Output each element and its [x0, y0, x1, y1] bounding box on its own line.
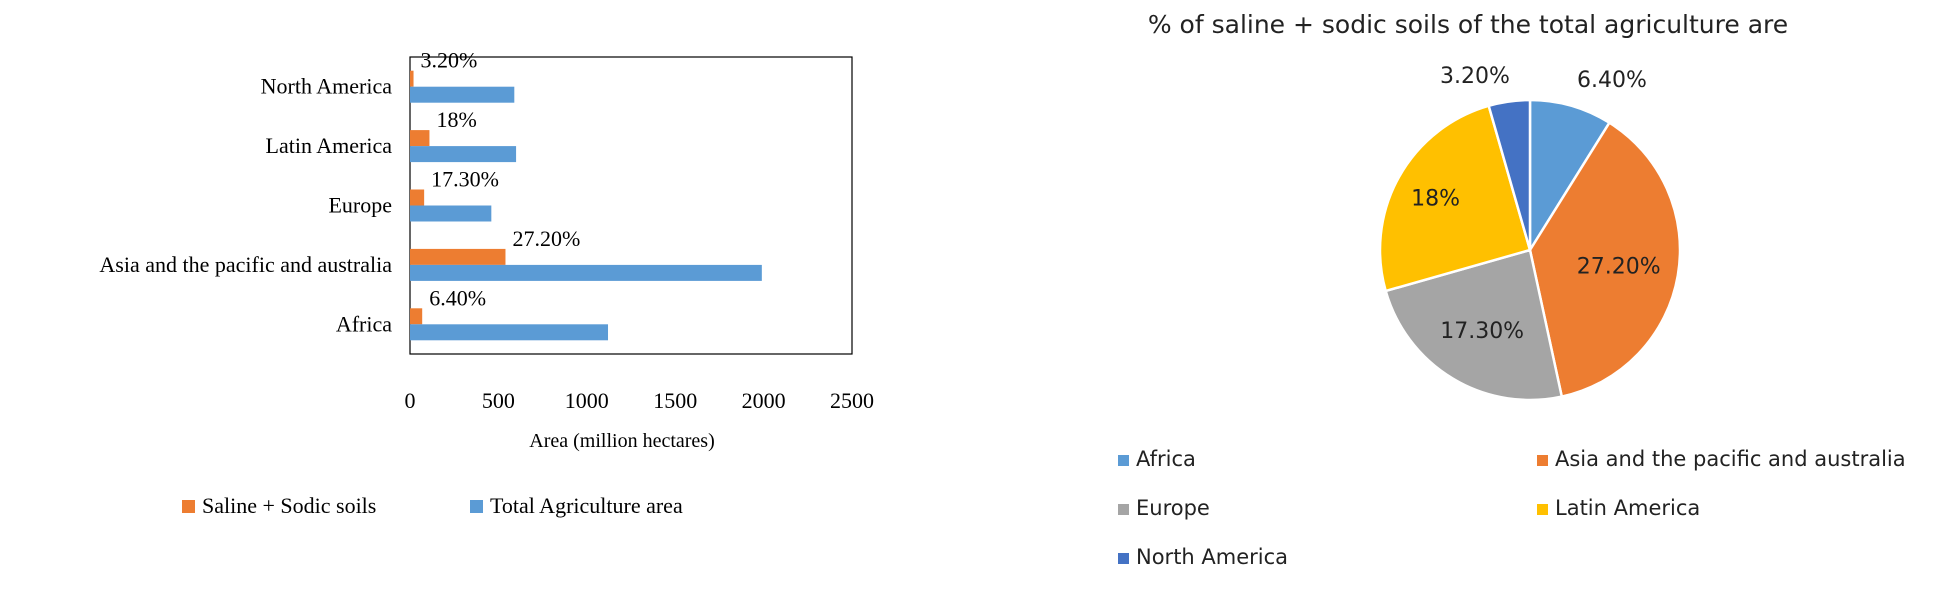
legend-label-total-agriculture-area: Total Agriculture area — [490, 493, 683, 518]
bar-total-latin-america — [410, 146, 517, 163]
pie-legend-label-africa: Africa — [1136, 447, 1196, 471]
x-tick-label: 1500 — [653, 388, 697, 413]
pie-labels: 6.40% 27.20% 17.30% 18% 3.20% — [1411, 64, 1660, 344]
x-axis-label: Area (million hectares) — [529, 430, 714, 452]
category-label: Africa — [336, 311, 392, 336]
pie-title: % of saline + sodic soils of the total a… — [1148, 10, 1788, 39]
pie-label: 3.20% — [1440, 64, 1510, 89]
pie-slice-asia-and-the-pacific-and-australia — [1528, 121, 1682, 399]
bars — [410, 70, 762, 341]
pie-chart: % of saline + sodic soils of the total a… — [1118, 10, 1906, 569]
category-label: Europe — [328, 193, 392, 218]
bar-chart: Africa Asia and the pacific and australia… — [99, 48, 874, 518]
pie-legend-swatch-north-america — [1118, 553, 1129, 564]
pie-slice-north-america — [1487, 98, 1532, 251]
x-tick-label: 500 — [482, 388, 515, 413]
x-tick-label: 0 — [405, 388, 416, 413]
data-label: 27.20% — [512, 226, 580, 251]
category-label: Latin America — [266, 133, 393, 158]
bar-saline-africa — [410, 308, 423, 325]
bar-saline-north-america — [410, 70, 414, 87]
pie-label: 18% — [1411, 187, 1460, 212]
pie-slice-europe — [1384, 248, 1564, 402]
pie-slice-latin-america — [1378, 104, 1532, 293]
pie-slice-africa — [1528, 98, 1612, 255]
pie-legend: Africa Asia and the pacific and australia… — [1118, 447, 1906, 569]
bar-total-north-america — [410, 86, 515, 103]
pie-legend-swatch-africa — [1118, 455, 1129, 466]
pie-legend-swatch-europe — [1118, 504, 1129, 515]
x-tick-label: 2500 — [830, 388, 874, 413]
pie-legend-label-europe: Europe — [1136, 496, 1210, 520]
data-label: 17.30% — [431, 167, 499, 192]
bar-total-europe — [410, 205, 492, 222]
bar-saline-europe — [410, 189, 425, 206]
bar-total-asia-and-the-pacific-and-australia — [410, 264, 762, 281]
category-label: North America — [261, 74, 393, 99]
data-labels: 6.40% 27.20% 17.30% 18% 3.20% — [421, 48, 581, 311]
pie-legend-swatch-asia-and-the-pacific-and-australia — [1537, 455, 1548, 466]
category-label: Asia and the pacific and australia — [99, 252, 392, 277]
pie-legend-label-north-america: North America — [1136, 545, 1288, 569]
pie-label: 27.20% — [1577, 254, 1661, 279]
bar-legend: Saline + Sodic soils Total Agriculture ar… — [182, 493, 683, 518]
pie-legend-label-asia-and-the-pacific-and-australia: Asia and the pacific and australia — [1555, 447, 1906, 471]
pie-label: 17.30% — [1440, 319, 1524, 344]
bar-saline-latin-america — [410, 130, 430, 147]
data-label: 18% — [436, 107, 476, 132]
x-tick-label: 2000 — [742, 388, 786, 413]
x-tick-label: 1000 — [565, 388, 609, 413]
data-label: 3.20% — [421, 48, 478, 73]
x-tick-labels: 0 500 1000 1500 2000 2500 — [405, 388, 875, 413]
pie-slices — [1378, 98, 1682, 402]
legend-swatch-total-agriculture-area — [470, 500, 483, 513]
category-labels: Africa Asia and the pacific and australia… — [99, 74, 392, 337]
bar-saline-asia-and-the-pacific-and-australia — [410, 248, 506, 265]
bar-total-africa — [410, 324, 609, 341]
legend-swatch-saline-sodic-soils — [182, 500, 195, 513]
legend-label-saline-sodic-soils: Saline + Sodic soils — [202, 493, 376, 518]
pie-label: 6.40% — [1577, 68, 1647, 93]
pie-legend-label-latin-america: Latin America — [1555, 496, 1700, 520]
pie-legend-swatch-latin-america — [1537, 504, 1548, 515]
data-label: 6.40% — [429, 285, 486, 310]
